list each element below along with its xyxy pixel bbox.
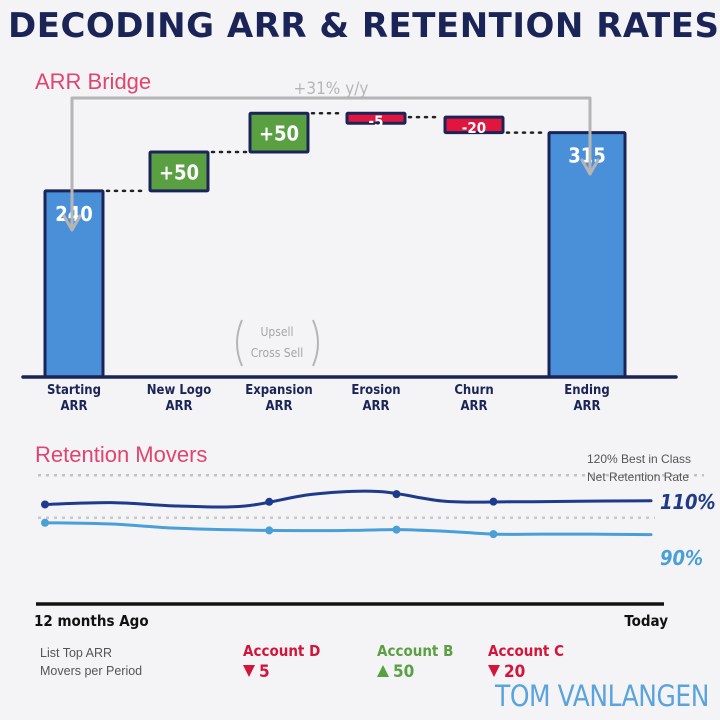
waterfall-bar bbox=[345, 111, 407, 125]
upsell-note: Upsell bbox=[260, 325, 293, 339]
note-bracket-right bbox=[312, 319, 319, 367]
mover-account-name: Account D bbox=[243, 642, 320, 660]
series-marker bbox=[489, 497, 498, 506]
category-label: Starting ARR bbox=[47, 383, 101, 414]
series-marker bbox=[265, 497, 274, 506]
series-marker bbox=[392, 525, 401, 534]
mover-value: 20 bbox=[504, 662, 525, 682]
note-bracket-left bbox=[236, 319, 243, 367]
mover-account-name: Account C bbox=[488, 642, 564, 660]
retention-series-line bbox=[43, 489, 653, 509]
series-marker bbox=[41, 500, 49, 509]
bar-value-label: 315 bbox=[568, 144, 606, 168]
bar-value-label: +50 bbox=[259, 122, 299, 146]
x-end-label: Today bbox=[624, 612, 668, 630]
movers-caption-line: List Top ARR bbox=[40, 646, 112, 660]
bar-value-label: 240 bbox=[55, 202, 93, 226]
bar-value-label: -20 bbox=[462, 119, 486, 137]
category-label: Erosion ARR bbox=[351, 383, 400, 414]
triangle-down-icon bbox=[243, 665, 255, 677]
series-end-label: 90% bbox=[660, 546, 703, 570]
triangle-down-icon bbox=[488, 665, 500, 677]
waterfall-bar bbox=[148, 150, 210, 193]
net-retention-label: Net Retention Rate bbox=[587, 470, 689, 484]
page-title: DECODING ARR & RETENTION RATES bbox=[8, 6, 720, 46]
category-label: Expansion ARR bbox=[245, 383, 312, 414]
retention-series-line bbox=[43, 521, 653, 537]
growth-bracket bbox=[70, 96, 592, 228]
mover-value: 5 bbox=[259, 662, 270, 682]
movers-caption-line: Movers per Period bbox=[40, 664, 142, 678]
bar-value-label: +50 bbox=[159, 160, 199, 184]
waterfall-bar bbox=[248, 111, 310, 154]
category-label: New Logo ARR bbox=[147, 383, 212, 414]
triangle-up-icon bbox=[377, 665, 389, 677]
series-marker bbox=[489, 530, 498, 539]
cross-sell-note: Cross Sell bbox=[251, 346, 304, 360]
author-signature: TOM VANLANGEN bbox=[494, 679, 709, 713]
arr-bridge-title: ARR Bridge bbox=[35, 69, 151, 94]
x-start-label: 12 months Ago bbox=[34, 612, 149, 630]
waterfall-bar bbox=[443, 115, 505, 135]
bracket-arrowhead bbox=[580, 158, 600, 176]
best-in-class-label: 120% Best in Class bbox=[587, 452, 691, 466]
growth-annotation: +31% y/y bbox=[294, 79, 369, 99]
retention-movers-title: Retention Movers bbox=[35, 442, 207, 467]
series-marker bbox=[41, 518, 49, 527]
series-marker bbox=[392, 490, 401, 499]
series-end-label: 110% bbox=[660, 490, 716, 514]
category-label: Ending ARR bbox=[564, 383, 609, 414]
mover-account-name: Account B bbox=[377, 642, 453, 660]
series-marker bbox=[265, 526, 274, 535]
bracket-arrowhead bbox=[62, 214, 82, 232]
mover-value: 50 bbox=[393, 662, 414, 682]
category-label: Churn ARR bbox=[454, 383, 493, 414]
bar-value-label: -5 bbox=[369, 112, 384, 130]
